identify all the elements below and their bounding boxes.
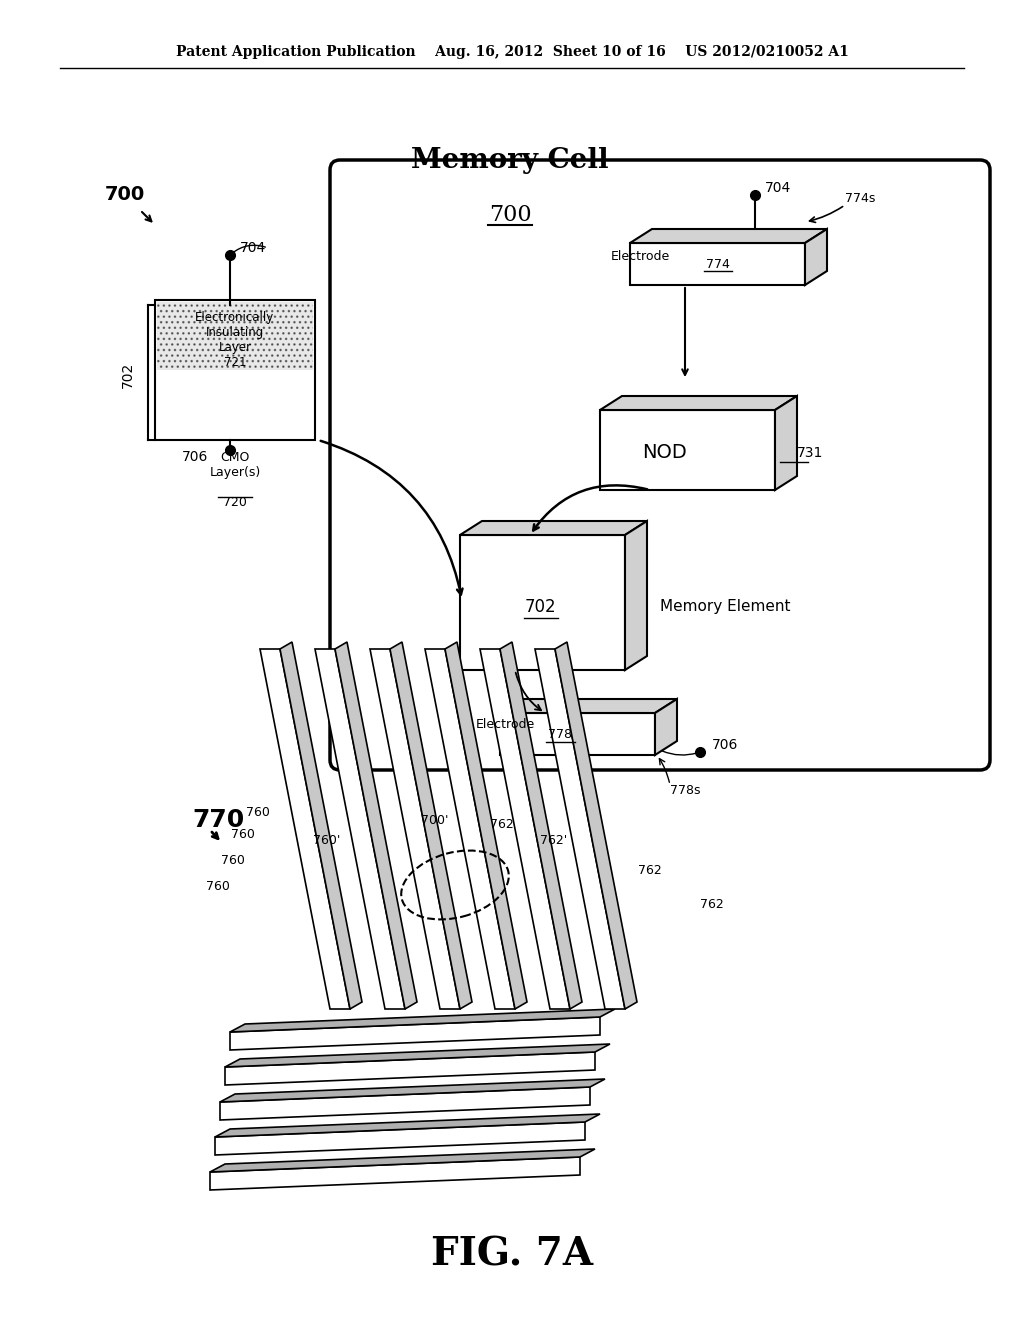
Polygon shape (335, 642, 417, 1008)
Polygon shape (500, 700, 677, 713)
Text: 706: 706 (181, 450, 208, 465)
Polygon shape (260, 649, 350, 1008)
Text: FIG. 7A: FIG. 7A (431, 1236, 593, 1274)
Text: 760: 760 (246, 805, 270, 818)
Text: 760: 760 (231, 829, 255, 842)
Text: 774s: 774s (845, 191, 876, 205)
Polygon shape (445, 642, 527, 1008)
Text: 731: 731 (797, 446, 823, 459)
Polygon shape (210, 1148, 595, 1172)
Polygon shape (215, 1114, 600, 1137)
Text: CMO
Layer(s)

720: CMO Layer(s) 720 (209, 451, 261, 510)
Polygon shape (480, 649, 570, 1008)
Text: 700: 700 (105, 186, 145, 205)
Polygon shape (370, 649, 460, 1008)
Polygon shape (500, 713, 655, 755)
Text: 762: 762 (638, 863, 662, 876)
Polygon shape (625, 521, 647, 671)
Polygon shape (630, 243, 805, 285)
Text: 704: 704 (240, 242, 266, 255)
Text: Electrode: Electrode (610, 251, 670, 264)
Polygon shape (600, 396, 797, 411)
Polygon shape (500, 642, 582, 1008)
Text: NOD: NOD (642, 444, 686, 462)
Text: 760: 760 (221, 854, 245, 866)
Polygon shape (775, 396, 797, 490)
Polygon shape (655, 700, 677, 755)
Polygon shape (315, 649, 406, 1008)
Polygon shape (390, 642, 472, 1008)
Text: Electrode: Electrode (475, 718, 535, 731)
Text: 774: 774 (707, 259, 730, 272)
Bar (157, 302, 313, 370)
Polygon shape (535, 649, 625, 1008)
Polygon shape (210, 1158, 580, 1191)
Polygon shape (215, 1122, 585, 1155)
Text: 760: 760 (206, 880, 230, 894)
Polygon shape (220, 1086, 590, 1119)
Polygon shape (225, 1052, 595, 1085)
Polygon shape (555, 642, 637, 1008)
Polygon shape (805, 228, 827, 285)
Polygon shape (600, 411, 775, 490)
Polygon shape (460, 535, 625, 671)
Text: 778: 778 (548, 729, 572, 742)
Text: 770: 770 (193, 808, 245, 832)
Polygon shape (225, 1044, 610, 1067)
FancyBboxPatch shape (330, 160, 990, 770)
Text: 704: 704 (765, 181, 792, 195)
Polygon shape (425, 649, 515, 1008)
Polygon shape (280, 642, 362, 1008)
Text: 700': 700' (421, 813, 449, 826)
Text: 760': 760' (312, 833, 340, 846)
Polygon shape (230, 1016, 600, 1049)
Text: 702: 702 (121, 362, 135, 388)
Text: 700: 700 (488, 205, 531, 226)
Text: 778s: 778s (670, 784, 700, 796)
Text: 762: 762 (700, 899, 724, 912)
Text: 702: 702 (524, 598, 556, 616)
Text: Electronically
Insulating
Layer
721: Electronically Insulating Layer 721 (196, 312, 274, 370)
Text: Patent Application Publication    Aug. 16, 2012  Sheet 10 of 16    US 2012/02100: Patent Application Publication Aug. 16, … (175, 45, 849, 59)
Polygon shape (230, 1008, 615, 1032)
Text: 762': 762' (540, 833, 567, 846)
Text: 706: 706 (712, 738, 738, 752)
Polygon shape (630, 228, 827, 243)
Polygon shape (460, 521, 647, 535)
Text: Memory Cell: Memory Cell (412, 147, 609, 173)
Text: Memory Element: Memory Element (660, 599, 791, 615)
Polygon shape (220, 1078, 605, 1102)
Text: 762: 762 (490, 818, 514, 832)
Bar (155, 300, 315, 440)
